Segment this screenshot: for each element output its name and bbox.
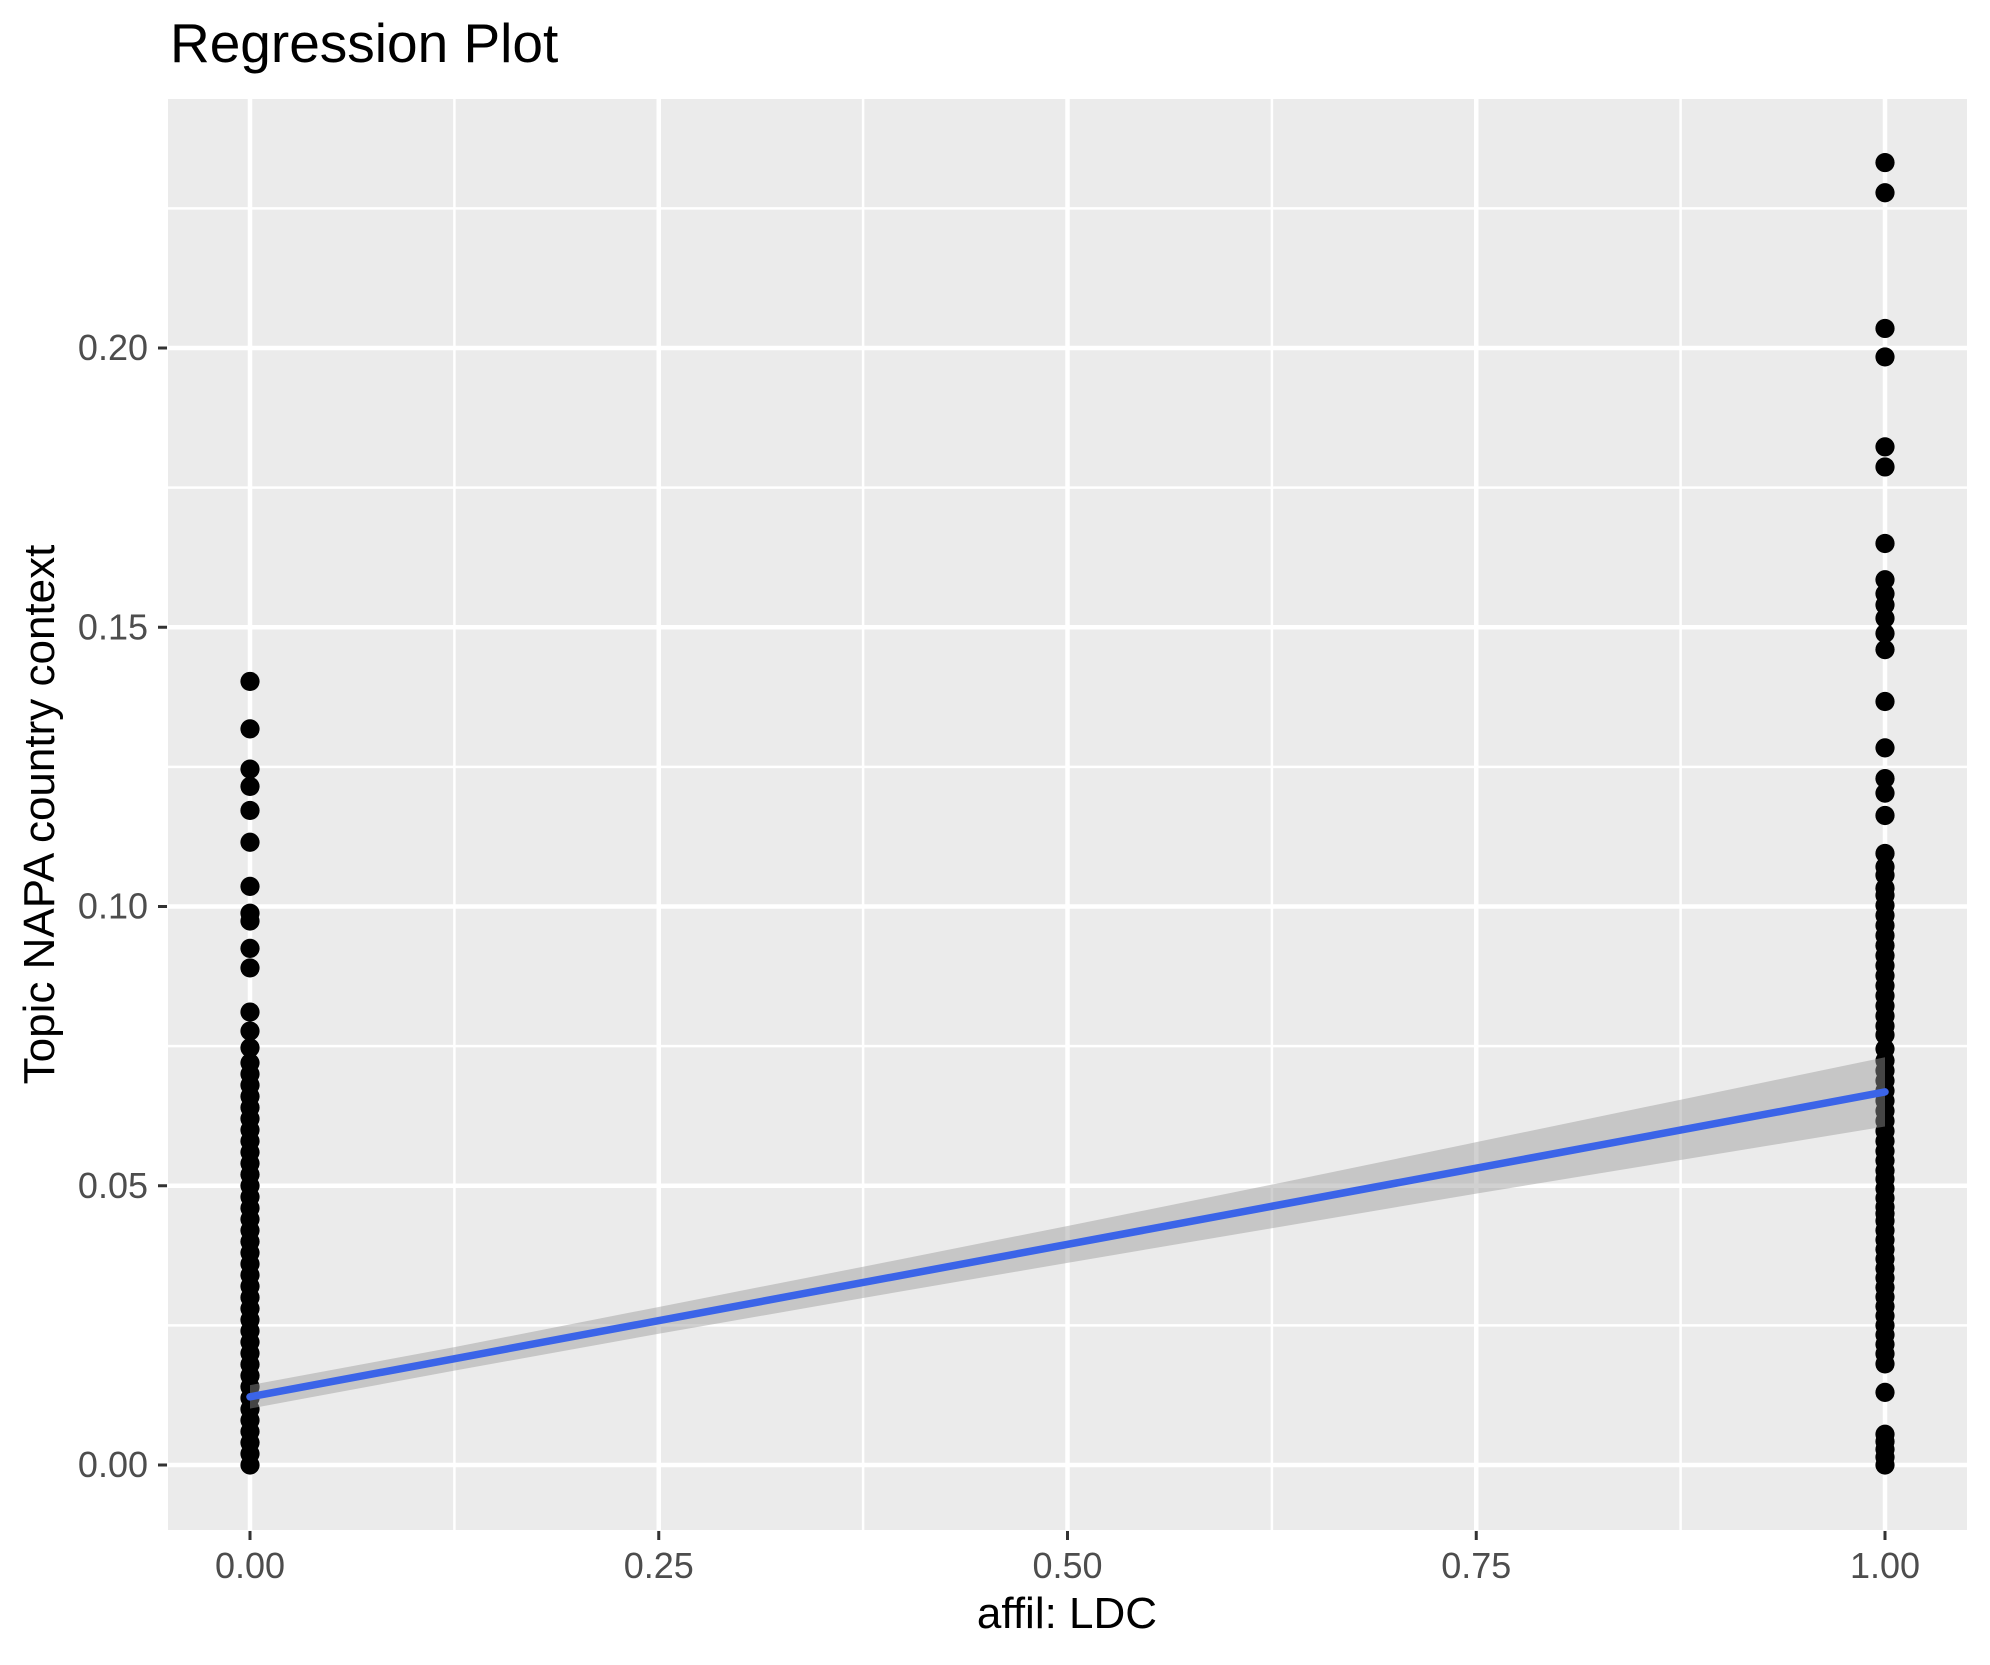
data-point <box>1875 183 1895 203</box>
data-point <box>1875 639 1895 660</box>
data-point <box>240 1002 260 1022</box>
x-tick-label: 0.75 <box>1441 1545 1511 1586</box>
x-axis-title: affil: LDC <box>977 1589 1157 1638</box>
data-point <box>240 776 260 797</box>
data-point <box>1875 347 1895 367</box>
regression-line <box>246 1088 1889 1401</box>
x-tick-label: 1.00 <box>1850 1545 1920 1586</box>
plot-title: Regression Plot <box>170 12 558 74</box>
y-tick-label: 0.00 <box>78 1444 148 1485</box>
x-tick-label: 0.25 <box>624 1545 694 1586</box>
y-axis-title: Topic NAPA country context <box>15 545 64 1085</box>
data-point <box>1875 1354 1895 1374</box>
data-point <box>1875 437 1895 457</box>
data-point <box>240 958 260 978</box>
data-point <box>1875 691 1895 712</box>
data-point <box>240 1455 260 1475</box>
chart-root: 0.00 0.25 0.50 0.75 1.00 0.00 0.05 0.10 0.15 0.20 <box>78 99 1967 1586</box>
data-point <box>1875 570 1895 590</box>
data-point <box>1875 318 1895 339</box>
data-point <box>240 938 260 958</box>
data-point <box>1875 152 1895 173</box>
data-point <box>1875 769 1895 789</box>
y-tick-label: 0.15 <box>78 606 148 647</box>
data-point <box>240 911 260 931</box>
x-tick-label: 0.00 <box>215 1545 285 1586</box>
data-point <box>1875 1025 1895 1045</box>
data-point <box>1875 1455 1895 1475</box>
y-tick-label: 0.05 <box>78 1165 148 1206</box>
data-point <box>240 719 260 739</box>
data-point <box>1875 843 1895 864</box>
y-tick-label: 0.20 <box>78 327 148 368</box>
data-point <box>240 671 260 692</box>
data-point <box>1875 623 1895 643</box>
data-point <box>240 832 260 852</box>
data-point <box>1875 783 1895 803</box>
data-point <box>1875 608 1895 628</box>
data-point <box>240 1038 260 1058</box>
data-point <box>1875 457 1895 477</box>
data-point <box>240 800 260 821</box>
y-tick-label: 0.10 <box>78 886 148 927</box>
data-point <box>1875 595 1895 615</box>
data-point <box>240 759 260 779</box>
data-point <box>240 1021 260 1041</box>
data-point <box>1875 533 1895 554</box>
data-point <box>240 876 260 896</box>
x-tick-label: 0.50 <box>1032 1545 1102 1586</box>
data-point <box>1875 738 1895 758</box>
data-point <box>1875 1382 1895 1402</box>
data-point <box>1875 805 1895 826</box>
